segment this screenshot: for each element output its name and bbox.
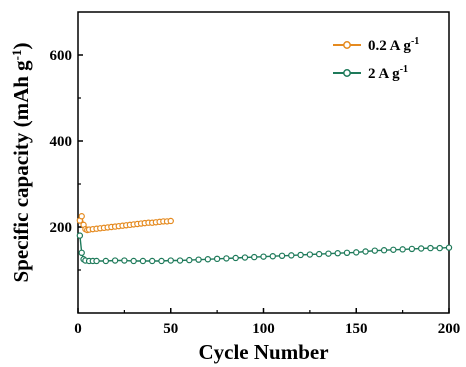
data-point (436, 244, 443, 252)
series-1 (76, 232, 453, 265)
y-axis-title-main: Specific capacity (mAh g (9, 60, 33, 283)
data-point (288, 252, 295, 259)
x-axis-title: Cycle Number (198, 340, 328, 364)
data-point (353, 249, 360, 256)
legend-item-1: 2 A g-1 (333, 64, 408, 82)
axes: 0 50 100 150 200 200 400 600 (50, 11, 461, 337)
data-point (232, 254, 239, 262)
data-point (121, 257, 128, 264)
data-point (251, 253, 258, 261)
data-point (176, 257, 184, 264)
y-tick-label: 200 (50, 220, 73, 236)
series-layer (76, 213, 453, 265)
data-point (417, 245, 425, 252)
data-point (167, 217, 174, 225)
x-tick-label: 150 (345, 321, 368, 337)
data-point (343, 249, 351, 256)
data-point (223, 255, 230, 262)
legend-marker (343, 41, 351, 49)
legend: 0.2 A g-1 2 A g-1 (333, 36, 419, 82)
data-point (278, 252, 286, 260)
data-point (78, 249, 85, 256)
data-point (380, 247, 388, 254)
x-tick-label: 200 (438, 321, 461, 337)
data-point (390, 246, 397, 253)
data-point (315, 250, 323, 258)
data-point (195, 256, 202, 263)
data-point (186, 256, 193, 264)
data-point (130, 257, 137, 265)
y-axis-title-sup: -1 (9, 49, 24, 60)
data-point (167, 257, 174, 264)
data-point (139, 257, 147, 265)
data-point (306, 251, 314, 258)
data-point (325, 250, 332, 257)
data-point (93, 257, 100, 265)
data-point (260, 253, 267, 260)
legend-item-0: 0.2 A g-1 (333, 36, 419, 54)
legend-label: 0.2 A g-1 (368, 36, 419, 54)
y-axis-title-end: ) (9, 42, 33, 49)
data-point (408, 245, 416, 253)
x-tick-label: 100 (252, 321, 275, 337)
data-point (445, 244, 453, 251)
data-point (362, 248, 369, 255)
data-point (334, 250, 341, 257)
y-axis-title: Specific capacity (mAh g-1) (9, 42, 33, 282)
data-point (78, 213, 85, 220)
series-0 (76, 213, 174, 234)
x-tick-label: 0 (74, 321, 82, 337)
data-point (371, 247, 378, 254)
x-tick-label: 50 (163, 321, 178, 337)
data-point (213, 255, 221, 263)
data-point (399, 246, 406, 253)
data-point (241, 254, 249, 261)
data-point (297, 251, 304, 259)
data-point (269, 253, 276, 260)
data-point (111, 257, 119, 264)
data-point (427, 244, 434, 252)
data-point (76, 232, 84, 239)
legend-marker (343, 69, 351, 77)
data-point (204, 256, 212, 263)
y-tick-label: 400 (50, 134, 73, 150)
legend-label: 2 A g-1 (368, 64, 408, 82)
data-point (148, 257, 156, 265)
data-point (158, 257, 165, 265)
y-tick-label: 600 (50, 48, 73, 64)
data-point (102, 257, 110, 265)
plot-frame (77, 11, 450, 314)
